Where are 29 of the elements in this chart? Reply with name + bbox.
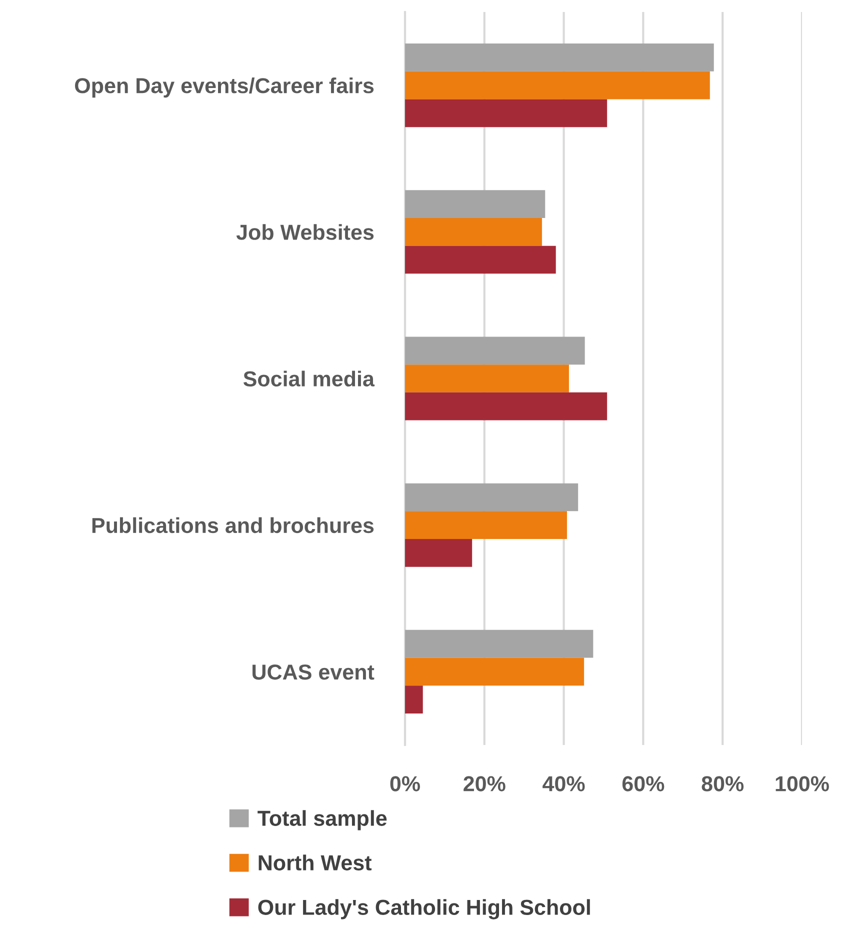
y-tick-label: Job Websites <box>236 224 374 240</box>
bar <box>405 99 608 128</box>
bar <box>405 71 710 100</box>
y-tick-label: Social media <box>243 370 375 387</box>
bar <box>405 364 569 392</box>
y-tick-label: Publications and brochures <box>92 517 374 534</box>
y-tick-label: UCAS event <box>252 664 374 680</box>
y-tick-label: Open Day events/Career fairs <box>75 78 374 98</box>
bar <box>405 658 584 686</box>
x-tick-label: 80% <box>702 776 744 792</box>
bar <box>405 190 546 218</box>
bar <box>405 686 423 714</box>
legend-label: North West <box>258 854 372 870</box>
x-tick-label: 20% <box>464 776 506 792</box>
bar <box>405 511 567 540</box>
bar <box>405 392 608 420</box>
legend-label: Total sample <box>258 810 387 830</box>
bar <box>405 218 542 246</box>
bar <box>405 539 472 567</box>
x-tick-label: 60% <box>622 776 664 792</box>
bar <box>405 630 594 658</box>
x-tick-label: 0% <box>390 776 420 792</box>
bar <box>405 44 714 72</box>
x-tick-label: 100% <box>776 776 829 792</box>
x-tick-label: 40% <box>542 776 585 792</box>
legend-label: Our Lady's Catholic High School <box>258 899 590 920</box>
bar <box>405 483 578 512</box>
bar <box>405 246 556 274</box>
bar <box>405 336 585 365</box>
